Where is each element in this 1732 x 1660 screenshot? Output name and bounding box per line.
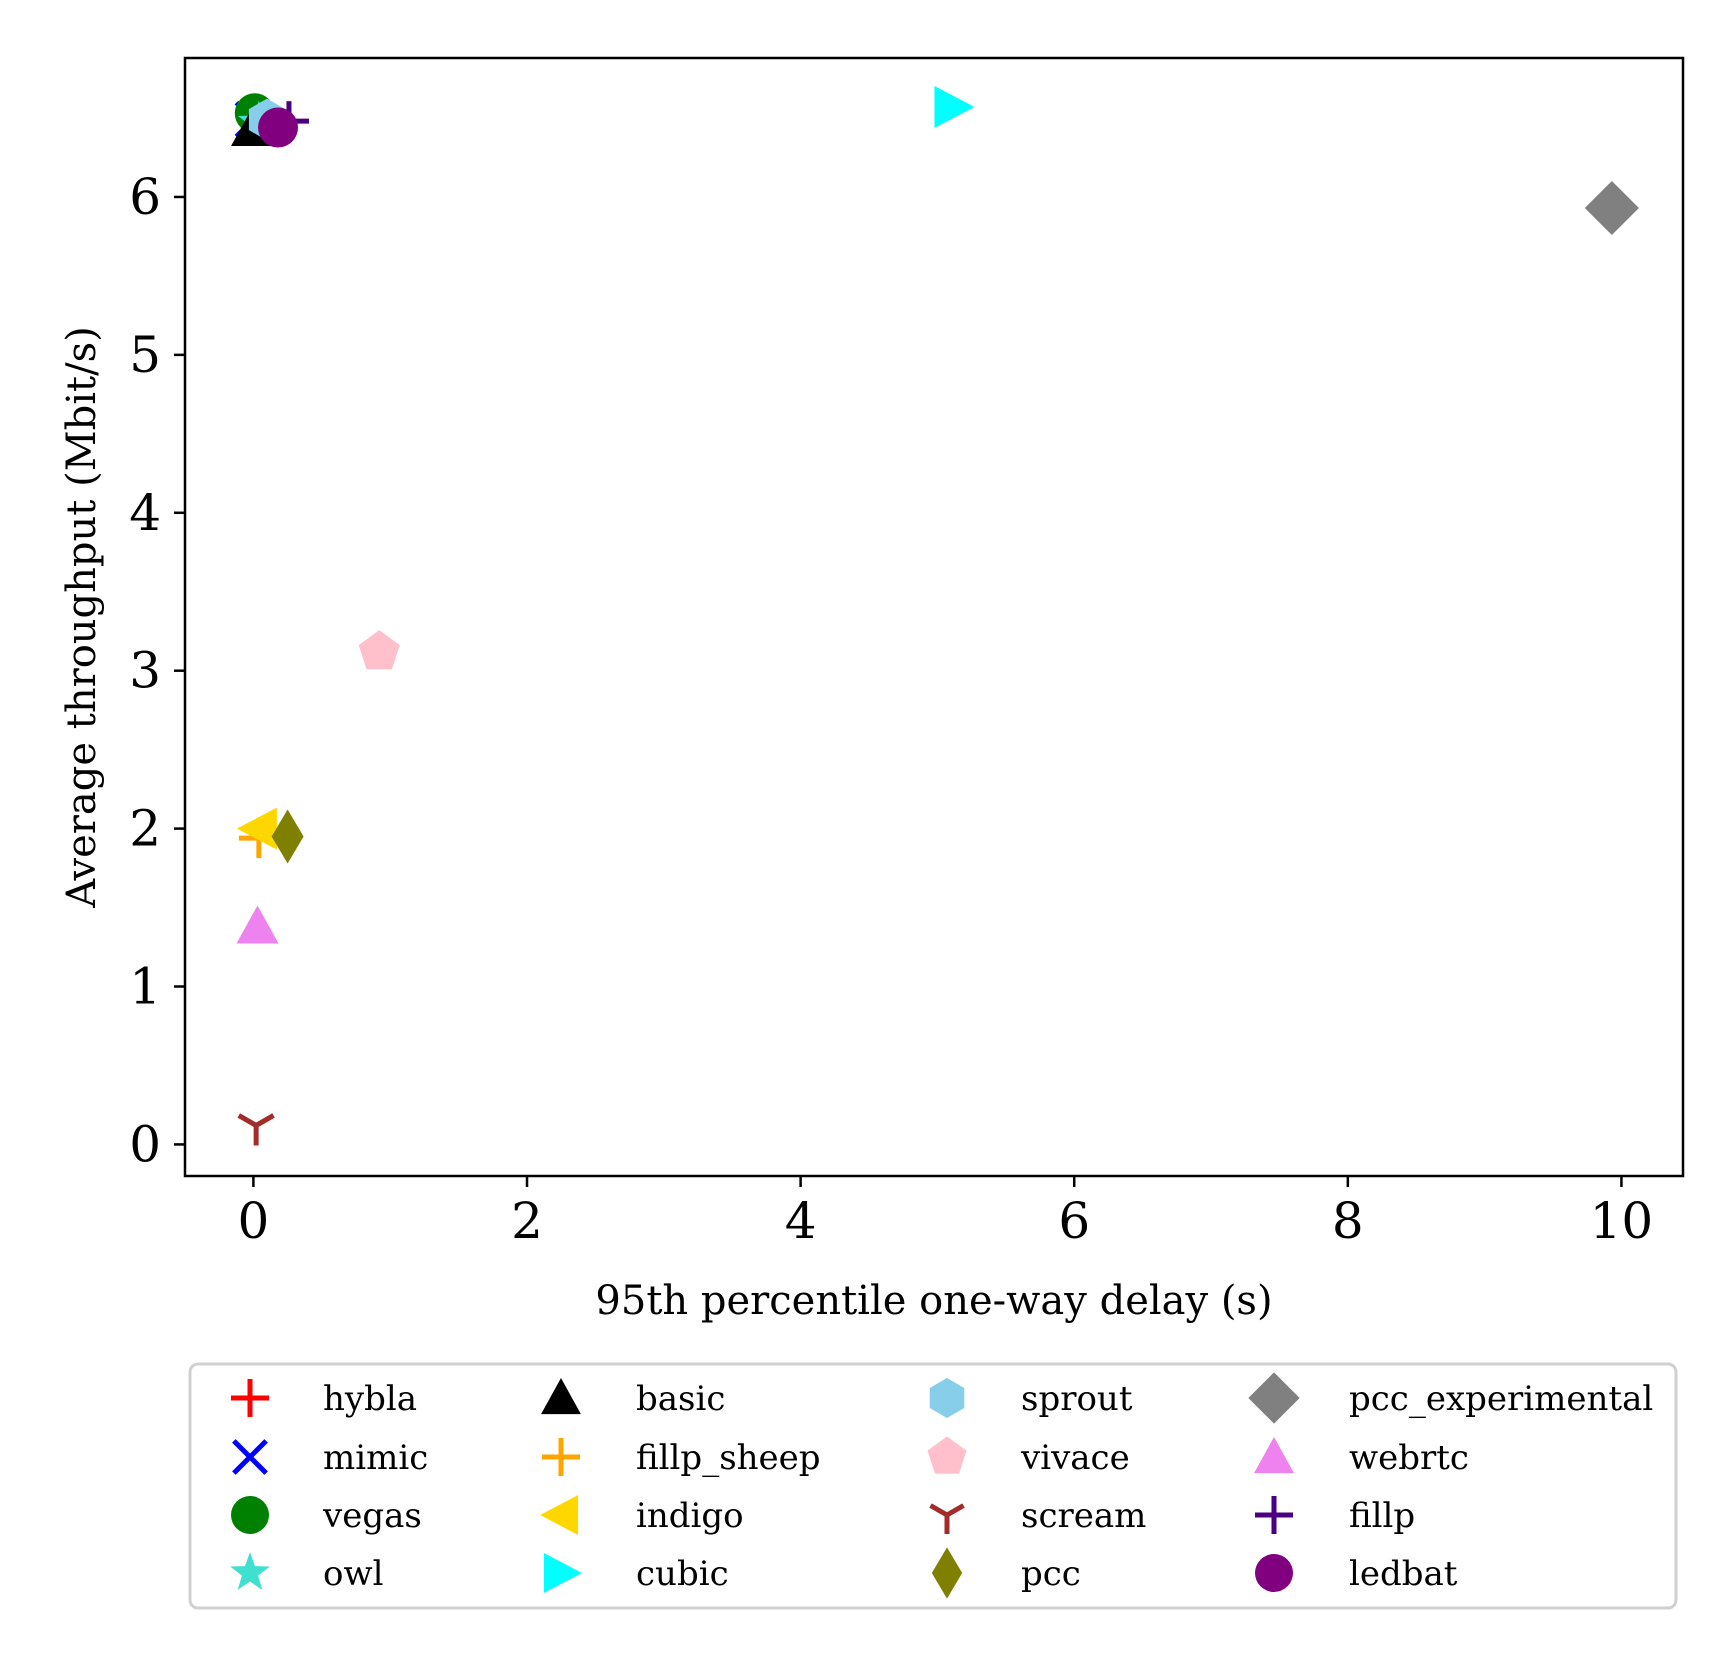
legend-label-sprout: sprout — [1021, 1379, 1133, 1419]
x-tick-label: 6 — [1058, 1192, 1090, 1250]
point-cubic — [934, 85, 975, 128]
legend-marker-hybla — [231, 1379, 269, 1417]
legend-label-owl: owl — [323, 1554, 383, 1594]
legend-marker-vivace — [927, 1436, 967, 1474]
point-pcc_experimental — [1584, 181, 1639, 236]
point-pcc — [271, 809, 304, 864]
legend-label-indigo: indigo — [636, 1496, 744, 1536]
x-axis-label: 95th percentile one-way delay (s) — [595, 1278, 1272, 1324]
plot-frame — [183, 56, 1685, 1178]
legend-label-fillp: fillp — [1349, 1496, 1415, 1536]
y-tick-label: 3 — [129, 642, 161, 700]
y-tick-label: 4 — [129, 484, 161, 542]
x-tick-label: 4 — [785, 1192, 817, 1250]
legend-marker-basic — [541, 1378, 581, 1415]
legend-label-cubic: cubic — [636, 1554, 729, 1594]
legend-label-basic: basic — [636, 1379, 725, 1419]
point-vivace — [358, 630, 400, 670]
legend-marker-cubic — [543, 1553, 582, 1593]
legend-label-webrtc: webrtc — [1349, 1438, 1469, 1478]
plot-area — [231, 85, 1639, 1146]
y-tick-label: 5 — [129, 326, 161, 384]
legend-label-scream: scream — [1021, 1496, 1146, 1536]
legend-label-fillp_sheep: fillp_sheep — [636, 1438, 821, 1478]
legend-marker-fillp — [1255, 1496, 1293, 1534]
legend: hybla mimic vegas owl basic fillp_sheepindigo… — [188, 1362, 1678, 1610]
y-tick-label: 6 — [129, 168, 161, 226]
y-tick-label: 2 — [129, 800, 161, 858]
legend-label-ledbat: ledbat — [1349, 1554, 1458, 1594]
legend-label-pcc_experimental: pcc_experimental — [1349, 1379, 1653, 1419]
legend-marker-fillp_sheep — [542, 1438, 580, 1476]
x-tick-label: 2 — [511, 1192, 543, 1250]
y-tick-label: 0 — [129, 1115, 161, 1173]
legend-marker-pcc — [931, 1547, 963, 1599]
legend-marker-vegas — [231, 1496, 269, 1534]
x-tick-label: 8 — [1332, 1192, 1364, 1250]
axes: 0 2 4 6 8 10 0 1 2 3 4 5 6 — [129, 56, 1685, 1250]
legend-label-vivace: vivace — [1020, 1438, 1130, 1478]
legend-label-mimic: mimic — [323, 1438, 428, 1478]
legend-marker-webrtc — [1254, 1437, 1294, 1474]
y-axis-label: Average throughput (Mbit/s) — [59, 326, 105, 908]
legend-label-hybla: hybla — [323, 1379, 417, 1419]
x-tick-label: 0 — [237, 1192, 269, 1250]
legend-marker-sprout — [929, 1378, 965, 1418]
legend-marker-owl — [230, 1552, 270, 1590]
legend-marker-mimic — [232, 1439, 268, 1475]
legend-marker-ledbat — [1255, 1554, 1293, 1592]
point-ledbat — [258, 107, 299, 148]
legend-marker-scream — [929, 1503, 965, 1534]
legend-label-vegas: vegas — [322, 1496, 422, 1536]
legend-marker-pcc_experimental — [1248, 1372, 1300, 1424]
point-scream — [237, 1113, 275, 1146]
point-indigo — [236, 807, 277, 850]
legend-marker-indigo — [540, 1495, 579, 1535]
point-webrtc — [236, 905, 279, 944]
legend-label-pcc: pcc — [1021, 1554, 1081, 1594]
x-tick-label: 10 — [1590, 1192, 1654, 1250]
legend-box — [188, 1362, 1678, 1610]
y-tick-label: 1 — [129, 958, 161, 1016]
